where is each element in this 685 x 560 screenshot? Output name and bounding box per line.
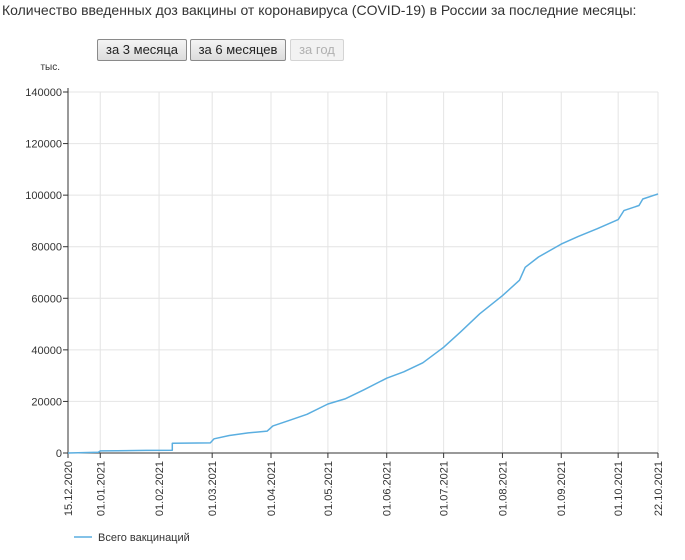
x-tick-label: 01.06.2021 [382,461,394,516]
x-tick-label: 01.05.2021 [323,461,335,516]
y-tick-label: 100000 [25,190,62,202]
y-tick-label: 60000 [31,293,62,305]
x-tick-label: 01.02.2021 [154,461,166,516]
chart-legend[interactable]: Всего вакцинаций [74,532,190,544]
y-axis-unit-label: тыс. [40,62,60,73]
y-tick-label: 140000 [25,87,62,99]
y-tick-label: 20000 [31,396,62,408]
legend-label: Всего вакцинаций [98,532,190,544]
one-year-button[interactable]: за год [290,39,344,61]
x-axis-ticks: 15.12.2020 01.01.2021 01.02.2021 01.03.2021… [63,461,665,516]
y-tick-label: 40000 [31,345,62,357]
x-tick-label: 01.03.2021 [207,461,219,516]
x-tick-label: 01.01.2021 [95,461,107,516]
y-tick-label: 80000 [31,242,62,254]
y-tick-label: 0 [56,448,62,460]
six-months-button[interactable]: за 6 месяцев [190,39,286,61]
x-tick-label: 01.08.2021 [497,461,509,516]
x-tick-label: 01.07.2021 [439,461,451,516]
chart-series [67,193,659,454]
three-months-button[interactable]: за 3 месяца [97,39,187,61]
y-axis-ticks: 0 20000 40000 60000 80000 100000 120000 140000 [25,87,62,460]
x-tick-label: 01.04.2021 [266,461,278,516]
x-tick-label: 01.10.2021 [613,461,625,516]
chart-axes [63,88,659,458]
chart-grid [67,91,659,453]
page-title: Количество введенных доз вакцины от коро… [2,2,637,18]
x-tick-label: 15.12.2020 [63,461,75,516]
x-tick-label: 01.09.2021 [556,461,568,516]
y-tick-label: 120000 [25,139,62,151]
series-line [67,193,659,454]
x-tick-label: 22.10.2021 [653,461,665,516]
